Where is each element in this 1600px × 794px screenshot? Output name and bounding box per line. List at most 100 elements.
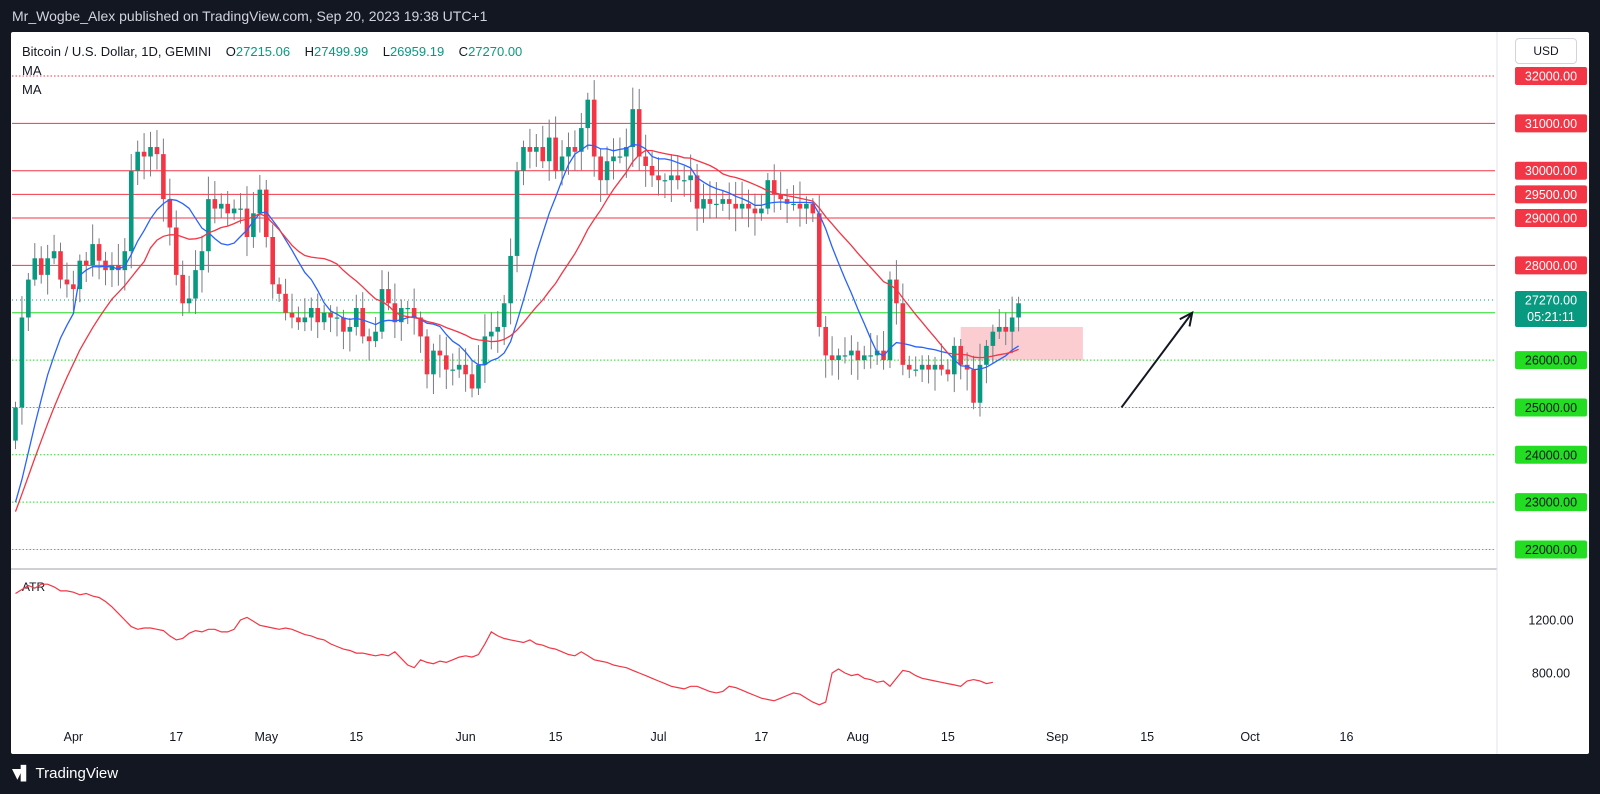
price-tick-label: 28000.00 bbox=[1515, 256, 1587, 275]
time-tick-label: 15 bbox=[941, 730, 955, 744]
tradingview-brand[interactable]: ▼▌ TradingView bbox=[12, 754, 118, 794]
candle bbox=[977, 343, 983, 417]
ma-fast-line bbox=[14, 144, 1019, 503]
candle bbox=[501, 294, 507, 345]
candle bbox=[945, 359, 951, 382]
candle bbox=[585, 92, 591, 150]
candle bbox=[302, 298, 308, 332]
candle bbox=[508, 238, 513, 325]
candle bbox=[476, 345, 481, 395]
candle bbox=[251, 191, 256, 248]
candle bbox=[212, 181, 218, 224]
candle bbox=[90, 224, 95, 277]
candle bbox=[604, 146, 610, 195]
candle bbox=[13, 401, 18, 450]
price-tick-label: 24000.00 bbox=[1515, 445, 1587, 464]
time-tick-label: 15 bbox=[349, 730, 363, 744]
candle bbox=[656, 157, 661, 196]
candle bbox=[591, 80, 597, 177]
candle bbox=[128, 154, 134, 269]
candle bbox=[906, 355, 912, 379]
candle bbox=[791, 185, 796, 211]
annotations bbox=[960, 310, 1194, 409]
low-value: 26959.19 bbox=[389, 44, 445, 59]
price-tick-label: 22000.00 bbox=[1515, 540, 1587, 559]
chart-frame[interactable] bbox=[11, 32, 1589, 754]
high-value: 27499.99 bbox=[314, 44, 369, 59]
candle bbox=[296, 306, 301, 330]
candle bbox=[726, 182, 732, 220]
svg-text:29500.00: 29500.00 bbox=[1525, 188, 1577, 202]
symbol-title: Bitcoin / U.S. Dollar, 1D, GEMINI bbox=[22, 44, 212, 59]
open-value: 27215.06 bbox=[235, 44, 291, 59]
candle bbox=[919, 355, 925, 383]
candle bbox=[32, 243, 38, 286]
candle bbox=[617, 137, 623, 164]
candle bbox=[707, 181, 713, 219]
indicator-ma-2[interactable]: MA bbox=[22, 82, 42, 97]
candle bbox=[334, 306, 340, 337]
indicator-ma-1[interactable]: MA bbox=[22, 63, 42, 78]
time-tick-label: Jul bbox=[651, 730, 667, 744]
candle bbox=[527, 128, 533, 169]
candle bbox=[386, 271, 391, 311]
candle bbox=[984, 339, 989, 384]
svg-text:26000.00: 26000.00 bbox=[1525, 354, 1577, 368]
candle bbox=[932, 356, 938, 391]
time-tick-label: 17 bbox=[754, 730, 768, 744]
candle bbox=[58, 242, 63, 289]
candle bbox=[887, 271, 893, 369]
candle bbox=[379, 270, 385, 339]
time-tick-label: Aug bbox=[847, 730, 869, 744]
time-tick-label: 15 bbox=[1140, 730, 1154, 744]
candle bbox=[489, 312, 494, 350]
currency-button[interactable]: USD bbox=[1515, 38, 1577, 64]
candle bbox=[823, 316, 828, 378]
candle bbox=[611, 138, 616, 180]
candle bbox=[341, 309, 346, 350]
candle bbox=[431, 343, 436, 395]
candle bbox=[804, 196, 809, 224]
candle bbox=[624, 128, 629, 178]
candle bbox=[347, 318, 353, 352]
time-tick-label: Oct bbox=[1240, 730, 1260, 744]
candle bbox=[321, 304, 327, 331]
candle bbox=[681, 166, 687, 197]
candle bbox=[572, 130, 578, 171]
candle bbox=[19, 296, 25, 425]
candle bbox=[964, 352, 970, 391]
candle bbox=[71, 270, 76, 311]
candle bbox=[463, 348, 468, 392]
candle bbox=[649, 151, 655, 187]
candle bbox=[64, 262, 70, 298]
svg-text:25000.00: 25000.00 bbox=[1525, 401, 1577, 415]
candle bbox=[739, 181, 745, 219]
candle bbox=[771, 164, 777, 213]
candle bbox=[849, 335, 854, 375]
time-tick-label: 17 bbox=[169, 730, 183, 744]
candle bbox=[437, 334, 443, 378]
candle bbox=[418, 311, 423, 353]
candle bbox=[180, 260, 185, 317]
level-lines bbox=[12, 75, 1495, 550]
candle bbox=[669, 154, 674, 202]
price-axis: 22000.00 23000.00 24000.00 25000.00 26000.00… bbox=[1515, 67, 1587, 559]
candle bbox=[411, 288, 417, 335]
atr-tick-label: 1200.00 bbox=[1528, 614, 1573, 628]
price-tick-label: 23000.00 bbox=[1515, 493, 1587, 512]
candle bbox=[662, 173, 668, 199]
candle bbox=[996, 309, 1002, 339]
candle bbox=[456, 347, 462, 378]
candle bbox=[630, 87, 636, 167]
candle bbox=[193, 250, 198, 315]
candle bbox=[116, 243, 121, 286]
candle bbox=[289, 293, 295, 329]
candle bbox=[154, 130, 160, 170]
open-label: O bbox=[225, 44, 236, 59]
candle bbox=[173, 210, 179, 286]
svg-text:27270.00: 27270.00 bbox=[1525, 293, 1577, 307]
candle bbox=[540, 125, 546, 169]
candle bbox=[161, 138, 166, 222]
candle bbox=[450, 353, 456, 386]
